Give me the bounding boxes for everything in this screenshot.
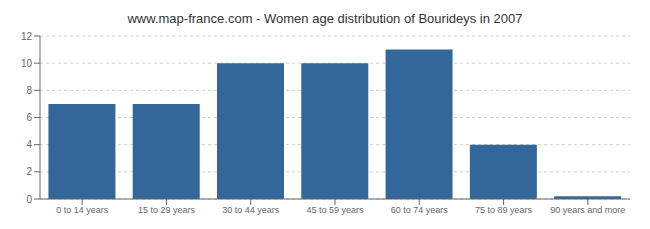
svg-text:2: 2 [26, 166, 32, 177]
svg-text:10: 10 [21, 58, 33, 69]
svg-text:75 to 89 years: 75 to 89 years [475, 205, 533, 215]
svg-text:6: 6 [26, 112, 32, 123]
svg-text:0 to 14 years: 0 to 14 years [56, 205, 109, 215]
svg-text:90 years and more: 90 years and more [550, 205, 625, 215]
svg-text:12: 12 [21, 31, 33, 42]
svg-text:0: 0 [26, 194, 32, 205]
svg-text:15 to 29 years: 15 to 29 years [138, 205, 196, 215]
svg-text:8: 8 [26, 85, 32, 96]
svg-text:4: 4 [26, 139, 32, 150]
svg-text:45 to 59 years: 45 to 59 years [306, 205, 364, 215]
svg-text:60 to 74 years: 60 to 74 years [391, 205, 449, 215]
svg-text:30 to 44 years: 30 to 44 years [222, 205, 280, 215]
html-text:www.map-france.com - Women age: www.map-france.com - Women age distribut… [127, 11, 523, 26]
